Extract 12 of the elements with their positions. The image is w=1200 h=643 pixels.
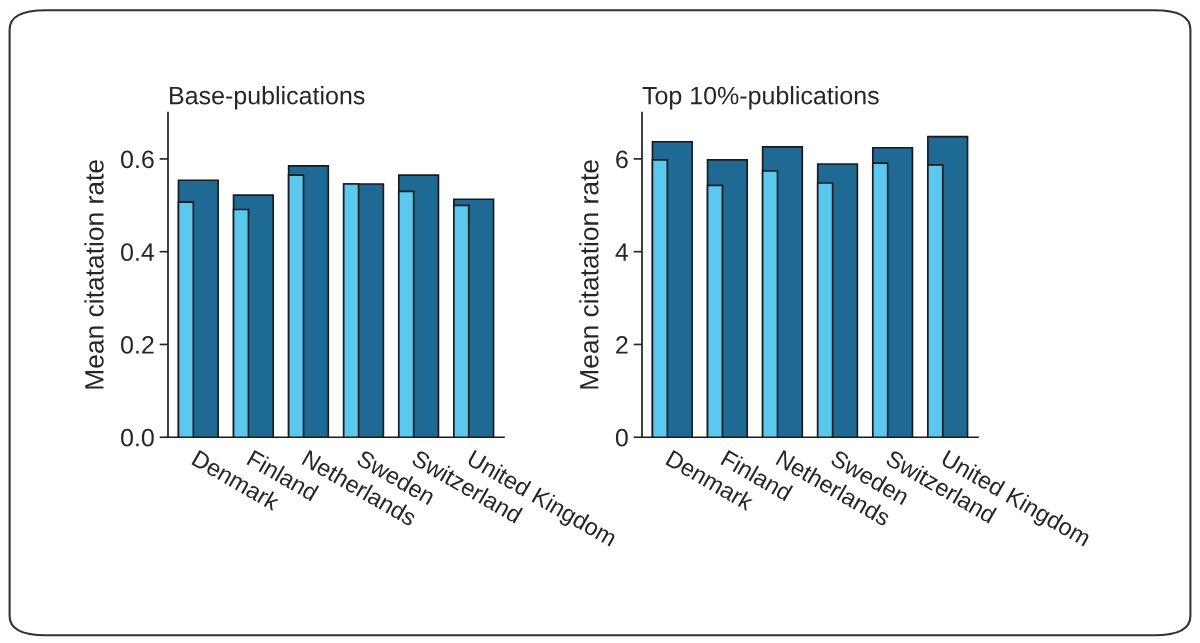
y-tick-label: 0 [615,428,628,447]
y-tick-label: 0.2 [121,336,154,354]
y-axis-title: Mean citatation rate [84,160,104,389]
y-tick-label: 4 [615,243,629,261]
y-tick-label: 2 [616,336,628,354]
y-tick-label: 6 [616,150,628,169]
chart-title: Base-publications [170,86,365,110]
y-tick-label: 0.6 [121,150,154,169]
chart-title: Top 10%-publications [642,86,879,110]
y-tick-label: 0.4 [121,243,155,261]
y-axis-title: Mean citatation rate [579,160,599,389]
y-tick-label: 0.0 [121,428,154,447]
